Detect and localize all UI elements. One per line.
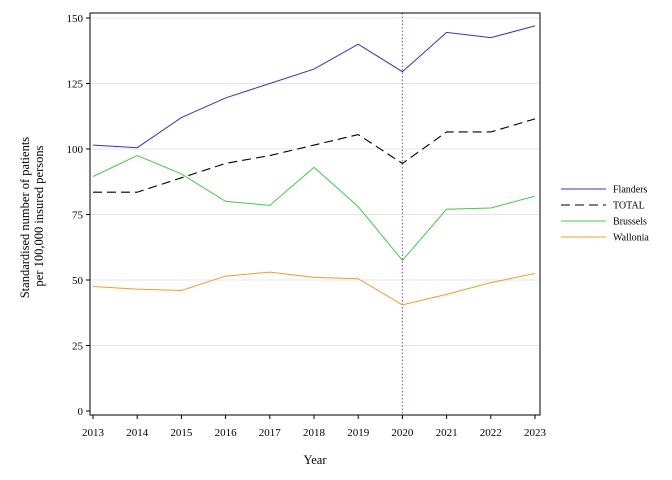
- y-tick-label: 25: [72, 341, 84, 353]
- y-tick-label: 0: [78, 406, 84, 418]
- x-axis-ticks: 2013 2014 2015 2016 2017 2018 2019 2020 2021 2022…: [82, 415, 547, 439]
- x-tick-label: 2021: [436, 427, 458, 439]
- x-tick-label: 2013: [82, 427, 105, 439]
- x-tick-label: 2016: [215, 427, 238, 439]
- x-tick-label: 2017: [259, 427, 282, 439]
- x-tick-label: 2022: [480, 427, 502, 439]
- y-axis-ticks: 0 25 50 75 100 125 150: [67, 13, 90, 418]
- x-tick-label: 2015: [170, 427, 193, 439]
- x-tick-label: 2023: [524, 427, 547, 439]
- x-tick-label: 2020: [391, 427, 414, 439]
- x-tick-label: 2019: [347, 427, 370, 439]
- y-tick-label: 100: [67, 144, 84, 156]
- y-tick-label: 50: [72, 275, 84, 287]
- series-line-total: [93, 118, 536, 193]
- series-line-flanders: [92, 25, 536, 149]
- series-lines: [92, 25, 536, 306]
- x-tick-label: 2018: [303, 427, 326, 439]
- gridlines: [90, 17, 540, 346]
- legend-label-wallonia: Wallonia: [613, 233, 649, 244]
- legend: Flanders TOTAL Brussels Wallonia: [561, 185, 649, 244]
- legend-label-total: TOTAL: [613, 201, 645, 212]
- y-axis-title: Standardised number of patients per 100,…: [18, 134, 46, 299]
- y-axis-title-line-1: Standardised number of patients: [18, 137, 32, 299]
- x-tick-label: 2014: [126, 427, 149, 439]
- series-line-wallonia: [92, 271, 536, 306]
- y-tick-label: 150: [67, 13, 84, 25]
- x-axis-title: Year: [303, 453, 327, 467]
- legend-label-flanders: Flanders: [613, 185, 648, 196]
- legend-label-brussels: Brussels: [613, 217, 647, 228]
- y-tick-label: 125: [67, 79, 84, 91]
- series-line-brussels: [92, 155, 536, 262]
- y-tick-label: 75: [72, 210, 84, 222]
- y-axis-title-line-2: per 100,000 insured persons: [32, 145, 46, 286]
